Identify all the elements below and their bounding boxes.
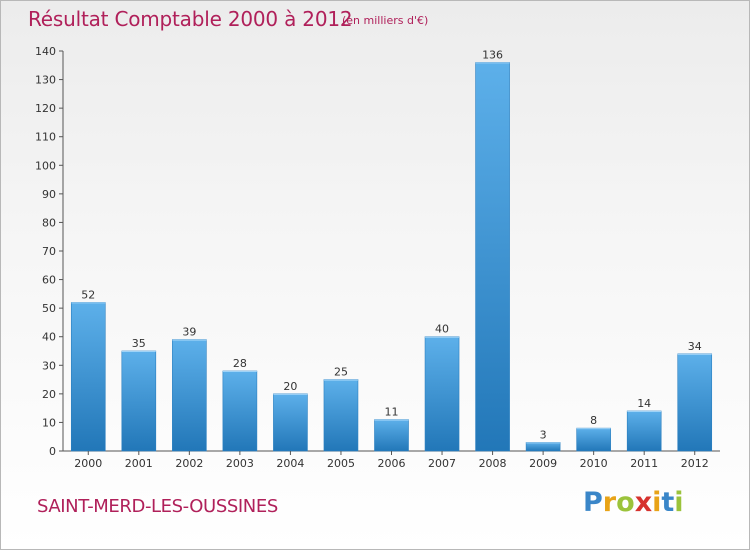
value-label-2010: 8 — [590, 414, 597, 427]
y-tick-label: 70 — [42, 245, 56, 258]
value-label-2006: 11 — [385, 406, 399, 419]
bar-2007 — [424, 336, 460, 452]
value-label-2009: 3 — [540, 428, 547, 441]
logo-letter: i — [674, 487, 684, 518]
x-tick-label-2012: 2012 — [681, 457, 709, 470]
bar-2008 — [475, 62, 510, 452]
x-tick-label-2011: 2011 — [630, 457, 658, 470]
y-tick-label: 60 — [42, 274, 56, 287]
logo-letter: t — [661, 487, 675, 518]
y-tick-label: 50 — [42, 302, 56, 315]
logo-letter: r — [602, 487, 617, 518]
bar-2009 — [525, 442, 561, 452]
bar-2011 — [626, 410, 662, 452]
logo-letter: x — [634, 487, 653, 518]
value-label-2001: 35 — [132, 337, 146, 350]
logo-letter: i — [652, 487, 662, 518]
y-tick-label: 110 — [35, 131, 56, 144]
value-label-2002: 39 — [182, 326, 196, 339]
x-tick-label-2004: 2004 — [276, 457, 304, 470]
x-tick-label-2007: 2007 — [428, 457, 456, 470]
y-tick-label: 140 — [35, 45, 56, 58]
chart-title: Résultat Comptable 2000 à 2012 — [28, 7, 353, 31]
bar-2010 — [576, 427, 611, 452]
y-tick-label: 120 — [35, 102, 56, 115]
y-tick-label: 10 — [42, 416, 56, 429]
x-tick-label-2008: 2008 — [479, 457, 507, 470]
y-tick-label: 30 — [42, 359, 56, 372]
x-tick-label-2002: 2002 — [175, 457, 203, 470]
logo-letter: P — [583, 487, 603, 518]
x-tick-label-2009: 2009 — [529, 457, 557, 470]
y-tick-label: 20 — [42, 388, 56, 401]
value-label-2005: 25 — [334, 366, 348, 379]
bar-2002 — [172, 339, 207, 452]
value-label-2000: 52 — [81, 288, 95, 301]
x-tick-label-2003: 2003 — [226, 457, 254, 470]
chart-subtitle: (en milliers d'€) — [342, 14, 429, 27]
x-tick-label-2010: 2010 — [580, 457, 608, 470]
logo-letter: o — [616, 487, 635, 518]
bar-2004 — [273, 393, 308, 452]
bar-2005 — [323, 379, 359, 452]
bar-2001 — [121, 350, 157, 452]
bar-2003 — [222, 370, 258, 452]
proxiti-logo: Proxiti — [583, 487, 684, 518]
bar-2000 — [70, 302, 106, 452]
bar-2012 — [677, 353, 713, 452]
y-tick-label: 100 — [35, 159, 56, 172]
value-label-2004: 20 — [283, 380, 297, 393]
y-tick-label: 40 — [42, 331, 56, 344]
value-label-2003: 28 — [233, 357, 247, 370]
x-tick-label-2006: 2006 — [378, 457, 406, 470]
value-label-2011: 14 — [637, 397, 651, 410]
commune-name: SAINT-MERD-LES-OUSSINES — [37, 496, 278, 517]
x-tick-label-2000: 2000 — [74, 457, 102, 470]
value-label-2008: 136 — [482, 48, 503, 61]
y-tick-label: 130 — [35, 74, 56, 87]
y-tick-label: 0 — [49, 445, 56, 458]
y-tick-label: 80 — [42, 216, 56, 229]
y-tick-label: 90 — [42, 188, 56, 201]
bar-2006 — [374, 419, 409, 452]
value-label-2007: 40 — [435, 323, 449, 336]
x-tick-label-2005: 2005 — [327, 457, 355, 470]
value-label-2012: 34 — [688, 340, 702, 353]
x-tick-label-2001: 2001 — [125, 457, 153, 470]
